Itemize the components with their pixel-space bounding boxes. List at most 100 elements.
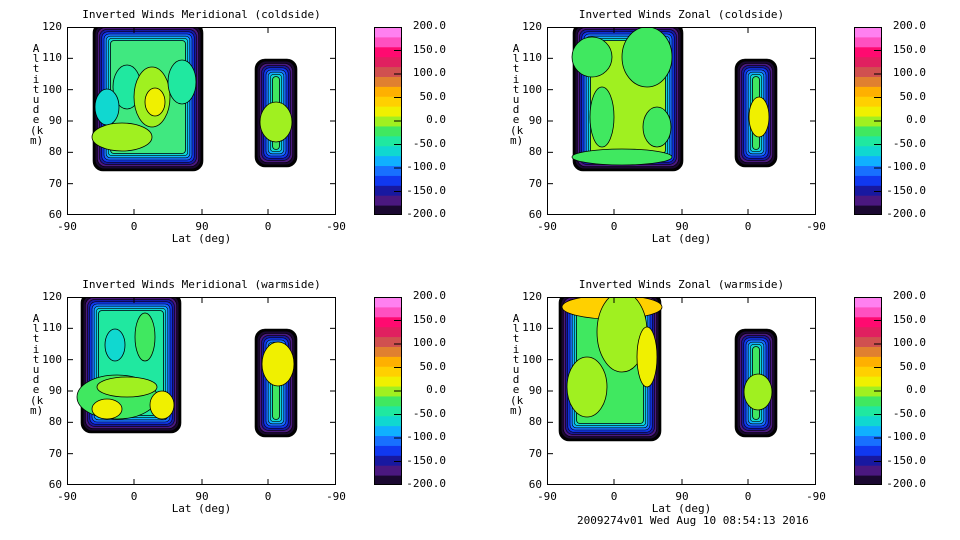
x-tick-label: -90 <box>806 490 826 503</box>
x-tick-label: 90 <box>675 220 689 233</box>
x-tick-label: -90 <box>326 490 346 503</box>
colorbar-band <box>374 425 402 437</box>
y-tick-label: 100 <box>522 352 542 366</box>
colorbar-band <box>374 165 402 176</box>
y-axis-label: Altitude (km) <box>510 42 524 147</box>
contour-region <box>259 101 293 143</box>
x-tick-label: 0 <box>130 220 138 233</box>
colorbar-tick-label: -200.0 <box>406 477 446 490</box>
colorbar <box>854 297 882 485</box>
contour-region <box>589 86 615 148</box>
colorbar-band <box>374 175 402 186</box>
colorbar <box>374 27 402 215</box>
colorbar-band <box>854 185 882 196</box>
x-tick-label: 0 <box>130 490 138 503</box>
colorbar-band <box>854 435 882 446</box>
footer-timestamp: 2009274v01 Wed Aug 10 08:54:13 2016 <box>577 514 809 527</box>
colorbar-band <box>854 475 882 485</box>
colorbar-band <box>854 366 882 377</box>
colorbar-band <box>374 386 402 397</box>
colorbar-band <box>854 56 882 68</box>
colorbar-band <box>854 135 882 147</box>
colorbar-tick-label: -50.0 <box>892 136 926 150</box>
colorbar-tick-label: 150.0 <box>892 42 926 56</box>
colorbar-band <box>854 106 882 117</box>
y-tick-label: 90 <box>528 114 542 127</box>
x-tick-label: 90 <box>195 220 209 233</box>
colorbar-band <box>374 46 402 58</box>
colorbar-band <box>374 135 402 147</box>
plot-area <box>67 27 336 215</box>
contour-region <box>642 106 672 148</box>
colorbar-band <box>854 155 882 167</box>
y-axis-label: Altitude (km) <box>30 312 44 417</box>
colorbar-band <box>374 445 402 456</box>
colorbar-band <box>854 76 882 87</box>
y-tick-label: 100 <box>42 352 62 366</box>
contour-region <box>134 312 156 362</box>
x-tick-label: -90 <box>57 490 77 503</box>
panel-title: Inverted Winds Meridional (warmside) <box>82 278 321 291</box>
colorbar-tick-label: -200.0 <box>406 207 446 220</box>
y-tick-label: 70 <box>528 446 542 460</box>
colorbar-band <box>374 316 402 328</box>
y-tick-label: 120 <box>42 20 62 33</box>
contour-field <box>76 297 298 438</box>
panel-title: Inverted Winds Zonal (warmside) <box>578 278 785 291</box>
contour-region <box>144 87 166 117</box>
x-tick-label: 0 <box>744 490 752 503</box>
x-tick-label: 0 <box>610 220 618 233</box>
colorbar-band <box>854 86 882 97</box>
y-tick-label: 80 <box>48 415 62 429</box>
x-axis-label: Lat (deg) <box>651 232 712 245</box>
colorbar-band <box>374 366 402 377</box>
colorbar-band <box>854 376 882 387</box>
y-tick-label: 60 <box>48 208 62 221</box>
colorbar-band <box>374 395 402 407</box>
colorbar-band <box>854 145 882 157</box>
colorbar-band <box>854 125 882 137</box>
colorbar-band <box>374 76 402 87</box>
contour-panel: Inverted Winds Zonal (warmside) 60 70 80 90 1… <box>480 270 960 540</box>
colorbar-band <box>854 465 882 476</box>
colorbar-band <box>854 175 882 186</box>
colorbar-band <box>374 356 402 367</box>
y-tick-label: 110 <box>42 51 62 65</box>
colorbar-band <box>854 425 882 437</box>
colorbar-tick-label: 200.0 <box>412 19 446 32</box>
plot-area <box>547 297 816 485</box>
colorbar-tick-label: -100.0 <box>886 160 926 173</box>
y-tick-label: 110 <box>522 321 542 335</box>
colorbar-band <box>854 386 882 397</box>
x-tick-label: 0 <box>264 220 272 233</box>
colorbar-band <box>854 297 882 308</box>
colorbar-band <box>374 116 402 127</box>
x-axis-label: Lat (deg) <box>651 502 712 515</box>
colorbar-band <box>374 415 402 427</box>
contour-region <box>94 88 120 126</box>
colorbar-band <box>374 336 402 347</box>
x-tick-label: -90 <box>537 490 557 503</box>
colorbar-band <box>374 185 402 196</box>
contour-region <box>571 148 673 166</box>
colorbar-band <box>854 316 882 328</box>
colorbar-band <box>374 155 402 167</box>
colorbar-band <box>854 205 882 215</box>
y-tick-label: 100 <box>522 82 542 96</box>
colorbar <box>374 297 402 485</box>
panel-title: Inverted Winds Meridional (coldside) <box>82 8 321 21</box>
colorbar-tick-label: 100.0 <box>412 66 446 79</box>
colorbar-band <box>854 66 882 77</box>
colorbar-tick-label: -150.0 <box>406 453 446 467</box>
colorbar-band <box>374 205 402 215</box>
colorbar-tick-label: 150.0 <box>892 312 926 326</box>
panel-title: Inverted Winds Zonal (coldside) <box>578 8 785 21</box>
contour-region <box>571 36 613 78</box>
contour-region <box>261 341 295 387</box>
colorbar-band <box>374 326 402 338</box>
colorbar-band <box>854 96 882 107</box>
colorbar-tick-label: -150.0 <box>886 183 926 197</box>
colorbar-tick-label: -200.0 <box>886 207 926 220</box>
x-tick-label: -90 <box>57 220 77 233</box>
colorbar-band <box>374 96 402 107</box>
